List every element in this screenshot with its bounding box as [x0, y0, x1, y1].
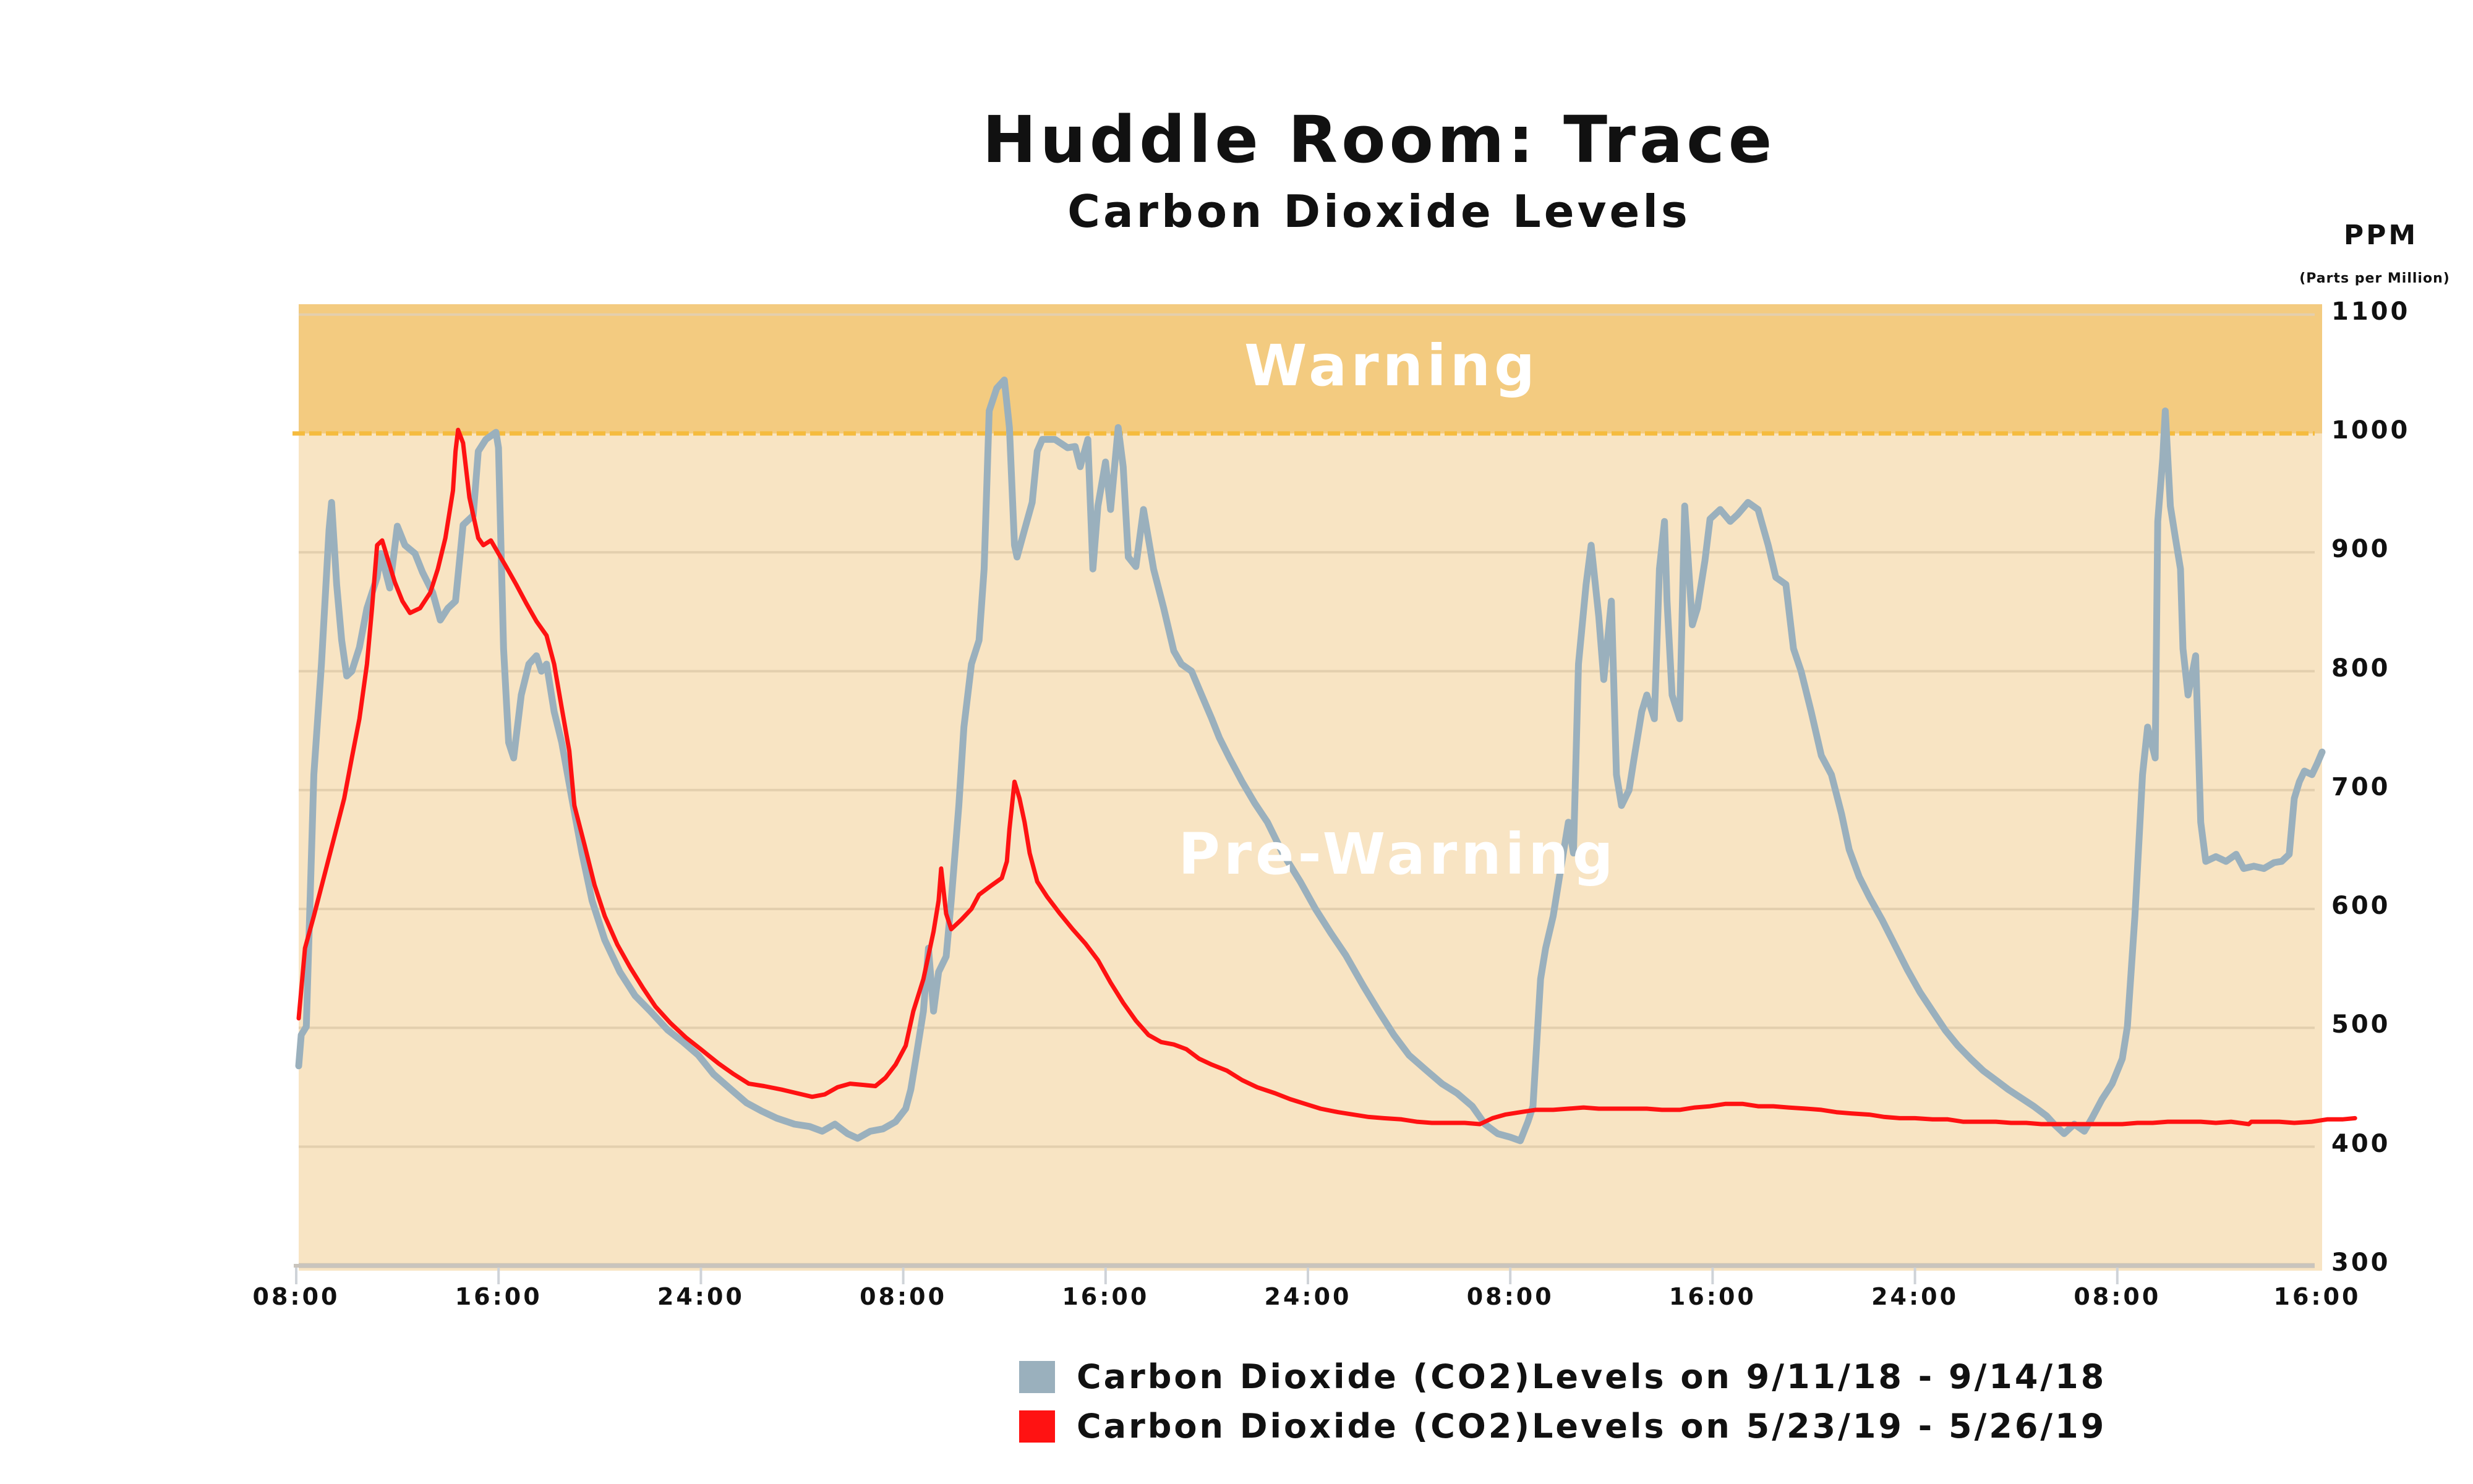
x-tick-label: 24:00 — [1871, 1283, 1959, 1310]
y-tick-label: 800 — [2331, 654, 2391, 683]
y-tick-label: 500 — [2331, 1010, 2391, 1039]
y-tick-label: 1100 — [2331, 297, 2411, 326]
legend-swatch-gray — [1019, 1360, 1055, 1393]
legend-label-2018: Carbon Dioxide (CO2)Levels on 9/11/18 - … — [1077, 1357, 2107, 1396]
x-tick-label: 08:00 — [1466, 1283, 1554, 1310]
legend-item-2019: Carbon Dioxide (CO2)Levels on 5/23/19 - … — [1019, 1407, 2106, 1446]
series-line-2018 — [295, 377, 2326, 1145]
pre-warning-zone-label: Pre-Warning — [1178, 821, 1617, 887]
chart-subtitle: Carbon Dioxide Levels — [1067, 186, 1691, 237]
x-tick-label: 16:00 — [1668, 1283, 1756, 1310]
x-tick-label: 24:00 — [1264, 1283, 1352, 1310]
x-tick-label: 16:00 — [1062, 1283, 1150, 1310]
x-tick-label: 16:00 — [2273, 1283, 2361, 1310]
y-tick-label: 600 — [2331, 892, 2391, 920]
x-tick-label: 08:00 — [2074, 1283, 2161, 1310]
chart-title: Huddle Room: Trace — [982, 102, 1776, 177]
legend-item-2018: Carbon Dioxide (CO2)Levels on 9/11/18 - … — [1019, 1357, 2106, 1396]
x-tick-label: 16:00 — [455, 1283, 542, 1310]
y-tick-label: 1000 — [2331, 416, 2411, 445]
x-axis-ticks — [295, 1266, 2119, 1284]
warning-zone — [299, 304, 2322, 433]
y-axis-unit: PPM — [2343, 220, 2419, 251]
x-tick-label: 08:00 — [860, 1283, 947, 1310]
y-tick-label: 900 — [2331, 535, 2391, 564]
y-tick-label: 300 — [2331, 1248, 2391, 1277]
legend-swatch-red — [1019, 1410, 1055, 1443]
y-tick-label: 400 — [2331, 1129, 2391, 1158]
x-tick-label: 24:00 — [657, 1283, 745, 1310]
series-line-2019 — [296, 427, 2357, 1127]
pre-warning-zone — [299, 433, 2322, 1271]
x-tick-label: 08:00 — [252, 1283, 340, 1310]
y-axis-unit-description: (Parts per Million) — [2299, 271, 2450, 286]
warning-zone-label: Warning — [1244, 333, 1539, 399]
y-tick-label: 700 — [2331, 772, 2391, 801]
legend-label-2019: Carbon Dioxide (CO2)Levels on 5/23/19 - … — [1077, 1407, 2107, 1446]
